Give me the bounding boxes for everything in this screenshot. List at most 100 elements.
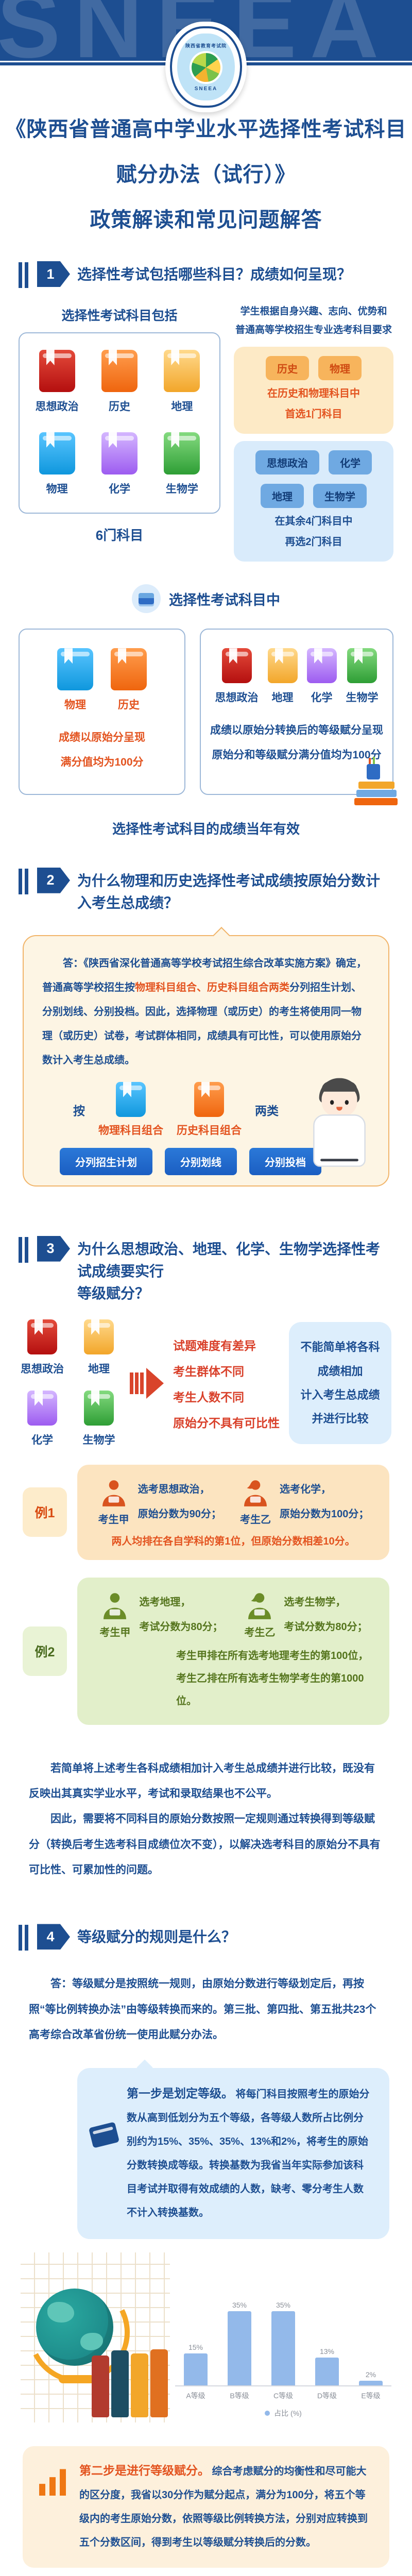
book-icon-physics: [116, 1081, 146, 1117]
bar-grade-d: 13%: [311, 2347, 344, 2386]
x-tick: A等级: [186, 2392, 205, 2400]
chip-politics: 思想政治: [255, 450, 319, 475]
q1-left-column: 选择性考试科目包括 思想政治 历史 地理 物理 化学 生物学 6门科目: [19, 302, 220, 562]
subject-label: 化学: [311, 692, 333, 704]
q1-re-line2: 再选2门科目: [285, 536, 342, 548]
book-icon-politics: [221, 648, 252, 684]
sneea-logo: 陕西省教育考试院 SNEEA: [165, 22, 247, 112]
subject-label: 地理: [271, 692, 294, 704]
book-icon-politics: [39, 350, 75, 392]
x-tick: E等级: [361, 2392, 381, 2400]
logo-ring: 陕西省教育考试院 SNEEA: [170, 26, 242, 108]
cardA-line2: 满分值均为100分: [60, 756, 144, 769]
q1-re-chips: 思想政治 化学 地理 生物学: [242, 450, 385, 509]
q1-right-column: 学生根据自身兴趣、志向、优势和 普通高等学校招生专业选考科目要求 历史 物理 在…: [234, 302, 393, 562]
question-4-header: 4 等级赋分的规则是什么？: [19, 1924, 393, 1951]
subject-item: 思想政治: [215, 648, 259, 705]
chip-geography: 地理: [261, 484, 304, 509]
x-tick: D等级: [317, 2392, 337, 2400]
question-3-text: 为什么思想政治、地理、化学、生物学选择性考试成绩要实行 等级赋分？: [77, 1241, 381, 1302]
title-line-2: 赋分办法（试行）》: [116, 163, 296, 186]
subject-label: 历史: [118, 699, 140, 711]
badge-separate-line: 分别划线: [165, 1147, 237, 1175]
subject-item: 地理: [152, 350, 212, 414]
q3-diagram: 思想政治 地理 化学 生物学 试题难度有差异 考生群体不同 考生人数不同 原始分…: [21, 1319, 391, 1447]
cardB-line1: 成绩以原始分转换后的等级赋分呈现: [210, 724, 383, 737]
q1-re-choice-panel: 思想政治 化学 地理 生物学 在其余4门科目中 再选2门科目: [234, 441, 393, 562]
bar-grade-c: 35%: [267, 2301, 300, 2386]
example-2-tag: 例2: [23, 1626, 67, 1676]
subject-label: 地理: [171, 401, 193, 413]
question-4-number: 4: [37, 1924, 70, 1950]
person-icon-green-female: 考生乙: [244, 1590, 276, 1639]
subject-item: 化学: [89, 432, 149, 496]
q1-first-line1: 在历史和物理科目中: [267, 388, 360, 400]
combo-history: 历史科目组合: [177, 1081, 242, 1138]
q2-by-label: 按: [73, 1104, 85, 1117]
subject-item: 物理: [27, 432, 87, 496]
header-bars-icon: [19, 1236, 30, 1263]
candidate-a: 考生甲 选考思想政治， 原始分数为90分；: [98, 1477, 221, 1527]
legend-dot-icon: [265, 2411, 270, 2416]
subject-label: 物理: [46, 483, 68, 495]
person-icon-green: 考生甲: [99, 1590, 131, 1639]
subject-item: 历史: [111, 648, 147, 712]
q1-card-graded-score: 思想政治 地理 化学 生物学 成绩以原始分转换后的等级赋分呈现 原始分和等级赋分满…: [200, 629, 393, 795]
chip-physics: 物理: [318, 356, 362, 381]
question-4-text: 等级赋分的规则是什么？: [77, 1929, 236, 1945]
question-2-text: 为什么物理和历史选择性考试成绩按原始分数计入考生总成绩？: [77, 872, 381, 911]
subject-label: 思想政治: [215, 692, 259, 704]
badge-separate-plan: 分列招生计划: [60, 1147, 152, 1175]
question-3-number: 3: [37, 1235, 70, 1262]
q2-policy-buttons: 分列招生计划 分别划线 分别投档: [42, 1147, 370, 1175]
q3-paragraph-1: 若简单将上述考生各科成绩相加计入考生总成绩并进行比较，既没有反映出其真实学业水平…: [29, 1762, 375, 1800]
title-line-3: 政策解读和常见问题解答: [90, 209, 322, 231]
subject-label: 历史: [108, 401, 130, 413]
subject-label: 物理: [64, 699, 86, 711]
subject-item: 化学: [306, 648, 337, 705]
globe-icon: [36, 2289, 113, 2366]
book-icon-physics: [39, 432, 75, 474]
q1-first-line2: 首选1门科目: [285, 409, 342, 420]
globe-books-illustration: [14, 2252, 170, 2423]
q1-intro-line2: 普通高等学校招生专业选考科目要求: [235, 325, 392, 336]
question-1-text: 选择性考试包括哪些科目？成绩如何呈现？: [77, 266, 352, 282]
chip-biology: 生物学: [313, 484, 367, 509]
q1-columns: 选择性考试科目包括 思想政治 历史 地理 物理 化学 生物学 6门科目 学生根据…: [19, 302, 393, 562]
q2-answer-box: 答：《陕西省深化普通高等学校考试招生综合改革实施方案》确定，普通高等学校招生按物…: [23, 935, 389, 1187]
title-line-1: 《陕西省普通高中学业水平选择性考试科目: [5, 118, 407, 141]
example-1-note: 两人均排在各自学科的第1位，但原始分数相差10分。: [111, 1535, 355, 1547]
book-icon-chemistry: [27, 1390, 57, 1426]
desk-stationery-illustration: [351, 756, 398, 808]
candidate-a: 考生甲 选考地理， 考试分数为80分；: [99, 1590, 223, 1639]
book-stack-icon: [92, 2349, 168, 2418]
subject-label: 生物学: [165, 483, 198, 495]
subject-item: 生物学: [346, 648, 379, 705]
candidate-b: 考生乙 选考化学， 原始分数为100分；: [239, 1477, 369, 1527]
q4-step2-text: 综合考虑赋分的均衡性和尽可能大的区分度，我省以30分作为赋分起点，满分为100分…: [79, 2466, 368, 2549]
q1-mid-title: 选择性考试科目中: [169, 592, 280, 608]
book-icon-politics: [27, 1319, 57, 1354]
logo-org-name: 陕西省教育考试院: [185, 43, 227, 48]
question-2-number: 2: [37, 867, 70, 893]
cartoon-teacher-man: [303, 1078, 375, 1179]
book-icon-geography: [84, 1319, 114, 1354]
subject-label: 思想政治: [35, 401, 79, 413]
badge-separate-filing: 分别投档: [249, 1147, 321, 1175]
book-icon-history: [194, 1081, 224, 1117]
red-arrow-icon: [130, 1367, 164, 1399]
q3-paragraph-2: 因此，需要将不同科目的原始分数按照一定规则通过转换得到等级赋分（转换后考生选考科…: [29, 1813, 381, 1876]
question-1-header: 1 选择性考试包括哪些科目？成绩如何呈现？: [19, 261, 393, 288]
q2-answer-paragraph: 答：《陕西省深化普通高等学校考试招生综合改革实施方案》确定，普通高等学校招生按物…: [42, 957, 367, 1066]
q3-example-2: 例2 考生甲 选考地理， 考试分数为80分； 考生乙 选考生物学， 考试分数为80分…: [23, 1577, 389, 1725]
subject-item: 生物学: [77, 1390, 121, 1447]
subject-label: 化学: [108, 483, 130, 495]
grade-ratio-bar-chart: 15% 35% 35% 13% 2% A等级 B等级 C等级 D等级 E等级 占…: [175, 2287, 391, 2422]
book-icon-geography: [267, 648, 298, 684]
chip-chemistry: 化学: [329, 450, 372, 475]
book-icon-biology: [347, 648, 377, 684]
book-icon-chemistry: [306, 648, 337, 684]
q1-intro-line1: 学生根据自身兴趣、志向、优势和: [240, 306, 387, 317]
q2-two-label: 两类: [255, 1104, 279, 1117]
subject-label: 生物学: [346, 692, 379, 704]
